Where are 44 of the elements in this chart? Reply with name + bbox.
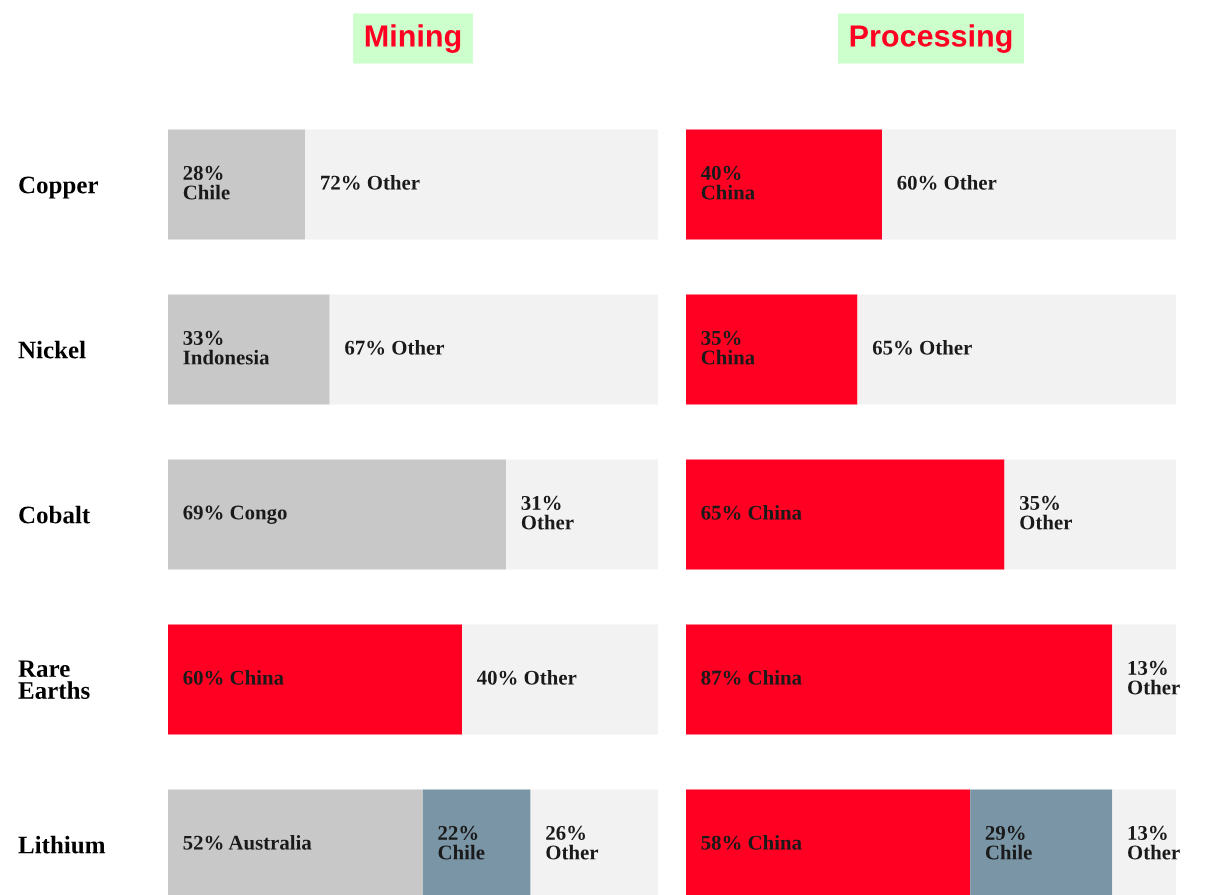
data-label: 33% Indonesia (183, 330, 270, 365)
y-tick-label: Rare Earths (18, 660, 90, 699)
bar (168, 294, 330, 405)
bar (882, 129, 1176, 240)
data-label: 13% Other (1128, 825, 1180, 860)
data-label: 31% Other (521, 495, 574, 530)
data-label: 52% Australia (183, 835, 312, 850)
data-label: 13% Other (1128, 660, 1180, 695)
data-label: 26% Other (546, 825, 599, 860)
data-label: 40% China (700, 165, 755, 200)
chart-title: Mining (365, 24, 461, 53)
data-label: 29% Chile (985, 825, 1032, 860)
data-label: 60% China (183, 670, 284, 685)
data-label: 87% China (701, 670, 802, 685)
data-label: 58% China (701, 835, 802, 850)
bar (168, 624, 462, 735)
data-label: 40% Other (476, 670, 577, 685)
bar (857, 294, 1176, 405)
bar (686, 624, 1113, 735)
data-label: 65% Other (872, 340, 972, 355)
data-label: 65% China (701, 505, 802, 520)
data-label: 72% Other (321, 175, 420, 190)
bar (305, 129, 658, 240)
y-tick-label: Lithium (18, 835, 106, 854)
data-label: 69% Congo (183, 505, 287, 524)
bar (686, 129, 882, 240)
data-label: 35% China (701, 330, 755, 365)
bar (686, 294, 858, 405)
bar (1004, 459, 1176, 570)
data-label: 22% Chile (438, 825, 485, 860)
y-tick-label: Nickel (18, 340, 86, 359)
data-label: 35% Other (1019, 495, 1072, 530)
chart-title: Processing (850, 24, 1012, 53)
bar (168, 459, 507, 570)
bar (168, 129, 306, 240)
bar (329, 294, 658, 405)
y-tick-label: Copper (19, 176, 99, 199)
bar (686, 459, 1005, 570)
data-label: 60% Other (897, 175, 997, 190)
data-label: 67% Other (345, 340, 445, 355)
y-tick-label: Cobalt (19, 505, 91, 524)
bar (506, 459, 658, 570)
data-label: 28% Chile (183, 165, 230, 200)
bar (462, 624, 658, 735)
